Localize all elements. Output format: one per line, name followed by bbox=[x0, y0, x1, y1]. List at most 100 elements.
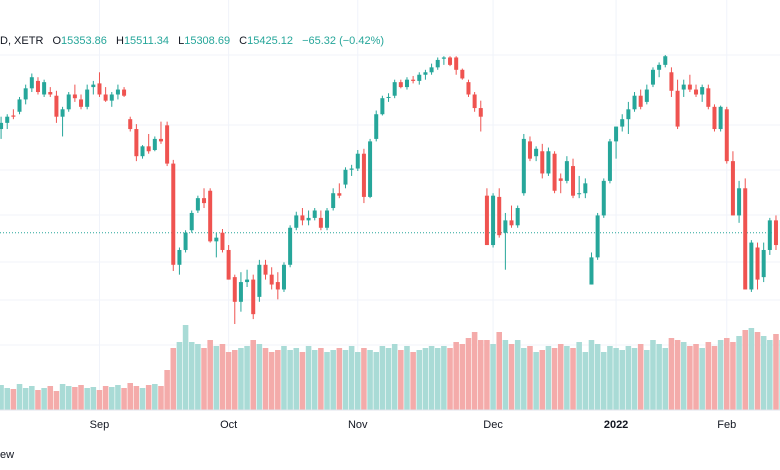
candle-body bbox=[644, 89, 649, 102]
volume-bar bbox=[84, 388, 90, 410]
volume-bar bbox=[484, 340, 490, 410]
time-axis-labels: Sep Oct Nov Dec 2022 Feb bbox=[90, 419, 737, 431]
volume-bar bbox=[238, 348, 244, 410]
candle-body bbox=[72, 94, 77, 99]
volume-bar bbox=[687, 346, 693, 410]
volume-bar bbox=[521, 348, 527, 410]
candle-body bbox=[337, 193, 342, 196]
volume-bar bbox=[262, 348, 269, 410]
volume-bar bbox=[127, 383, 133, 410]
candle-body bbox=[195, 198, 200, 211]
candle-body bbox=[202, 198, 207, 204]
candle-body bbox=[91, 84, 96, 88]
volume-bar bbox=[355, 352, 361, 410]
candle-body bbox=[712, 106, 717, 130]
volume-bar bbox=[201, 348, 207, 410]
volume-bar bbox=[545, 346, 552, 410]
volume-bar bbox=[754, 332, 761, 410]
candle-body bbox=[527, 141, 532, 159]
candle-body bbox=[650, 69, 655, 85]
candle-body bbox=[183, 232, 188, 250]
candle-body bbox=[497, 196, 502, 236]
close-value: 15425.12 bbox=[247, 35, 293, 47]
volume-bar bbox=[422, 348, 429, 410]
volume-bar bbox=[0, 385, 4, 410]
candle-body bbox=[669, 72, 674, 91]
volume-bar bbox=[502, 340, 509, 410]
open-value: 15353.86 bbox=[61, 35, 107, 47]
x-tick-label: 2022 bbox=[604, 419, 628, 431]
volume-bar bbox=[102, 386, 109, 410]
volume-bar bbox=[527, 346, 533, 410]
candle-body bbox=[743, 188, 748, 290]
volume-bar bbox=[250, 340, 256, 410]
volume-bar bbox=[152, 384, 158, 410]
volume-bar bbox=[336, 348, 343, 410]
candle-body bbox=[472, 94, 477, 109]
volume-bar bbox=[330, 350, 336, 410]
candle-body bbox=[232, 277, 237, 302]
candle-body bbox=[245, 279, 250, 283]
volume-bar bbox=[404, 346, 410, 410]
candle-body bbox=[601, 180, 606, 216]
candle-body bbox=[478, 108, 483, 117]
candle-body bbox=[85, 89, 90, 107]
change-value: −65.32 (−0.42%) bbox=[302, 35, 384, 47]
volume-bar bbox=[674, 340, 681, 410]
volume-bar bbox=[139, 388, 146, 410]
candle-body bbox=[5, 116, 10, 123]
candle-body bbox=[749, 242, 754, 290]
candle-body bbox=[687, 84, 692, 90]
volume-bar bbox=[318, 348, 324, 410]
candle-body bbox=[724, 109, 729, 162]
candle-body bbox=[165, 125, 170, 164]
candle-body bbox=[718, 106, 723, 130]
candle-body bbox=[251, 279, 256, 315]
candle-body bbox=[564, 161, 569, 181]
candle-body bbox=[386, 96, 391, 98]
volume-bar bbox=[742, 330, 748, 410]
volume-bar bbox=[570, 348, 576, 410]
candle-body bbox=[361, 153, 366, 197]
volume-bar bbox=[188, 342, 195, 410]
volume-bar bbox=[767, 340, 773, 410]
low-label: L bbox=[178, 35, 184, 47]
x-tick-label: Nov bbox=[348, 419, 368, 431]
candle-body bbox=[220, 232, 225, 250]
volume-bar bbox=[650, 340, 656, 410]
volume-bar bbox=[644, 350, 650, 410]
candle-body bbox=[152, 138, 157, 151]
candle-body bbox=[620, 119, 625, 127]
candle-body bbox=[171, 163, 176, 265]
candle-body bbox=[737, 188, 742, 216]
volume-bar bbox=[170, 348, 177, 410]
candle-body bbox=[614, 126, 619, 142]
volume-bar bbox=[361, 348, 367, 410]
candle-body bbox=[103, 94, 108, 101]
candle-body bbox=[484, 195, 489, 246]
x-tick-label: Feb bbox=[717, 419, 736, 431]
volume-bar bbox=[268, 352, 275, 410]
candle-body bbox=[134, 129, 139, 157]
volume-bar bbox=[656, 344, 662, 410]
volume-bar bbox=[109, 387, 115, 410]
candle-body bbox=[448, 57, 453, 65]
candle-body bbox=[11, 115, 16, 117]
candle-body bbox=[42, 82, 47, 95]
candle-body bbox=[632, 95, 637, 110]
candle-body bbox=[423, 72, 428, 75]
candle-body bbox=[607, 141, 612, 181]
ohlc-legend: D, XETR O15353.86 H15511.34 L15308.69 C1… bbox=[0, 35, 384, 47]
candle-body bbox=[435, 59, 440, 68]
volume-bar bbox=[367, 350, 373, 410]
volume-bar bbox=[29, 386, 35, 410]
close-label: C bbox=[239, 35, 247, 47]
candle-body bbox=[238, 282, 243, 302]
candle-body bbox=[626, 109, 631, 120]
candle-body bbox=[694, 89, 699, 95]
volume-bar bbox=[195, 344, 201, 410]
candle-body bbox=[398, 82, 403, 88]
symbol-label: D, XETR bbox=[0, 35, 43, 47]
volume-bar bbox=[22, 388, 29, 410]
volume-bar bbox=[601, 352, 607, 410]
